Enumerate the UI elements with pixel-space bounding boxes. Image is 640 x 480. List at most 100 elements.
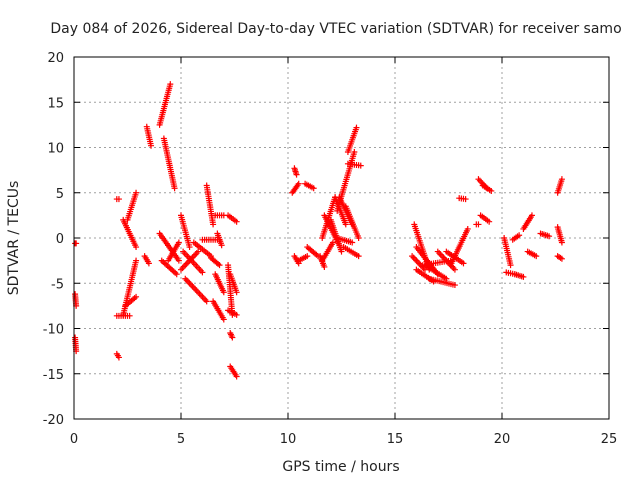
y-tick-label: 20: [47, 51, 64, 66]
data-point: [115, 196, 122, 203]
data-track: [113, 196, 122, 203]
data-track: [509, 232, 523, 243]
y-tick-label: 5: [56, 187, 64, 202]
data-point: [216, 262, 223, 269]
data-point: [558, 176, 565, 183]
data-track: [520, 212, 535, 232]
data-point: [304, 253, 311, 260]
data-point: [145, 260, 152, 267]
data-track: [342, 203, 362, 241]
data-point: [233, 218, 240, 225]
data-point: [464, 225, 471, 232]
data-point: [133, 293, 140, 300]
data-track: [334, 149, 358, 214]
data-point: [175, 239, 182, 246]
data-track: [207, 254, 223, 269]
data-point: [520, 273, 527, 280]
data-track: [319, 239, 336, 264]
data-track: [426, 275, 458, 289]
data-track: [120, 216, 140, 251]
data-track: [554, 253, 565, 262]
x-tick-label: 20: [494, 432, 511, 447]
data-point: [195, 248, 202, 255]
data-track: [190, 239, 214, 260]
data-track: [554, 176, 565, 196]
data-point: [233, 373, 240, 380]
data-track: [443, 248, 467, 267]
data-point: [338, 248, 345, 255]
data-point: [199, 269, 206, 276]
y-tick-label: -5: [51, 277, 64, 292]
y-tick-labels: -20 -15 -10 -5 0 5 10 15 20: [43, 51, 64, 428]
data-point: [220, 289, 227, 296]
data-point: [321, 263, 328, 270]
data-track: [124, 189, 140, 223]
data-track: [473, 221, 482, 228]
data-point: [558, 255, 565, 262]
data-point: [533, 253, 540, 260]
data-point: [229, 334, 236, 341]
data-point: [133, 257, 140, 264]
data-point: [475, 221, 482, 228]
data-track: [304, 244, 321, 260]
data-point: [357, 162, 364, 169]
data-point: [558, 239, 565, 246]
x-tick-label: 5: [177, 432, 185, 447]
data-track: [210, 298, 227, 323]
data-point: [233, 289, 240, 296]
data-point: [295, 180, 302, 187]
data-point: [171, 185, 178, 192]
data-track: [456, 195, 469, 203]
data-point: [293, 171, 300, 178]
data-point: [451, 282, 458, 289]
data-point: [349, 239, 356, 246]
data-point: [167, 81, 174, 88]
y-tick-label: 15: [47, 96, 64, 111]
data-track: [180, 248, 206, 276]
data-track: [434, 248, 458, 273]
data-track: [120, 257, 140, 318]
data-point: [462, 196, 469, 203]
data-track: [227, 330, 236, 341]
data-point: [115, 354, 122, 361]
y-tick-label: 10: [47, 142, 64, 157]
data-point: [546, 233, 553, 240]
data-track: [289, 180, 302, 196]
data-point: [186, 244, 193, 251]
data-point: [218, 242, 225, 249]
data-point: [353, 124, 360, 131]
data-track: [160, 135, 178, 192]
data-track: [524, 248, 540, 260]
data-point: [488, 187, 495, 194]
data-track: [227, 363, 240, 380]
data-track: [178, 212, 193, 251]
y-tick-label: -15: [43, 368, 64, 383]
x-tick-labels: 0 5 10 15 20 25: [70, 432, 617, 447]
y-axis-label: SDTVAR / TECUs: [6, 181, 22, 296]
data-point: [342, 221, 349, 228]
data-track: [156, 81, 174, 128]
data-track: [225, 212, 240, 225]
data-track: [479, 182, 495, 194]
data-track: [72, 291, 80, 309]
data-point: [310, 185, 317, 192]
x-tick-label: 25: [601, 432, 618, 447]
grid-lines: [74, 57, 609, 419]
chart-title: Day 084 of 2026, Sidereal Day-to-day VTE…: [50, 21, 621, 37]
data-point: [507, 262, 514, 269]
x-tick-label: 10: [280, 432, 297, 447]
data-track: [113, 350, 122, 361]
x-tick-label: 15: [387, 432, 404, 447]
data-track: [227, 271, 240, 296]
y-tick-label: -10: [43, 323, 64, 338]
data-point: [175, 257, 182, 264]
data-track: [511, 271, 527, 280]
data-track: [334, 235, 356, 246]
data-point: [148, 142, 155, 149]
data-track: [72, 334, 80, 355]
data-point: [528, 212, 535, 219]
data-track: [141, 253, 152, 267]
data-point: [451, 266, 458, 273]
data-track: [212, 212, 227, 219]
data-track: [165, 239, 182, 264]
